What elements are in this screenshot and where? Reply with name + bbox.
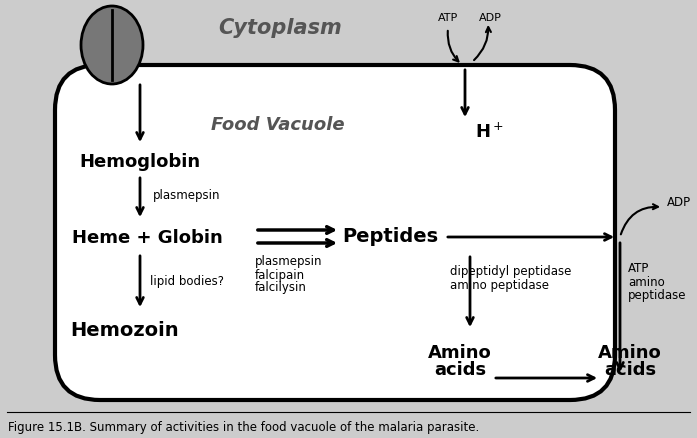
Text: dipeptidyl peptidase: dipeptidyl peptidase bbox=[450, 265, 572, 279]
Text: amino: amino bbox=[628, 276, 665, 289]
Text: falcilysin: falcilysin bbox=[255, 282, 307, 294]
Text: plasmepsin: plasmepsin bbox=[255, 255, 323, 268]
Text: Amino: Amino bbox=[598, 344, 662, 362]
Text: ATP: ATP bbox=[438, 13, 458, 23]
Text: H$^+$: H$^+$ bbox=[475, 122, 504, 141]
Text: Cytoplasm: Cytoplasm bbox=[218, 18, 342, 38]
Text: Food Vacuole: Food Vacuole bbox=[211, 116, 345, 134]
Text: peptidase: peptidase bbox=[628, 290, 687, 303]
Text: Heme + Globin: Heme + Globin bbox=[72, 229, 222, 247]
Text: ATP: ATP bbox=[628, 261, 650, 275]
FancyBboxPatch shape bbox=[55, 65, 615, 400]
Ellipse shape bbox=[81, 6, 143, 84]
Text: Hemoglobin: Hemoglobin bbox=[79, 153, 201, 171]
Text: acids: acids bbox=[434, 361, 486, 379]
Text: acids: acids bbox=[604, 361, 656, 379]
Text: ADP: ADP bbox=[479, 13, 501, 23]
Text: lipid bodies?: lipid bodies? bbox=[150, 276, 224, 289]
Text: plasmepsin: plasmepsin bbox=[153, 188, 220, 201]
Text: ADP: ADP bbox=[667, 197, 691, 209]
Text: Amino: Amino bbox=[428, 344, 492, 362]
Text: Hemozoin: Hemozoin bbox=[70, 321, 179, 339]
Text: Peptides: Peptides bbox=[342, 227, 438, 247]
Text: falcipain: falcipain bbox=[255, 268, 305, 282]
Text: amino peptidase: amino peptidase bbox=[450, 279, 549, 292]
Text: Figure 15.1B. Summary of activities in the food vacuole of the malaria parasite.: Figure 15.1B. Summary of activities in t… bbox=[8, 421, 480, 434]
